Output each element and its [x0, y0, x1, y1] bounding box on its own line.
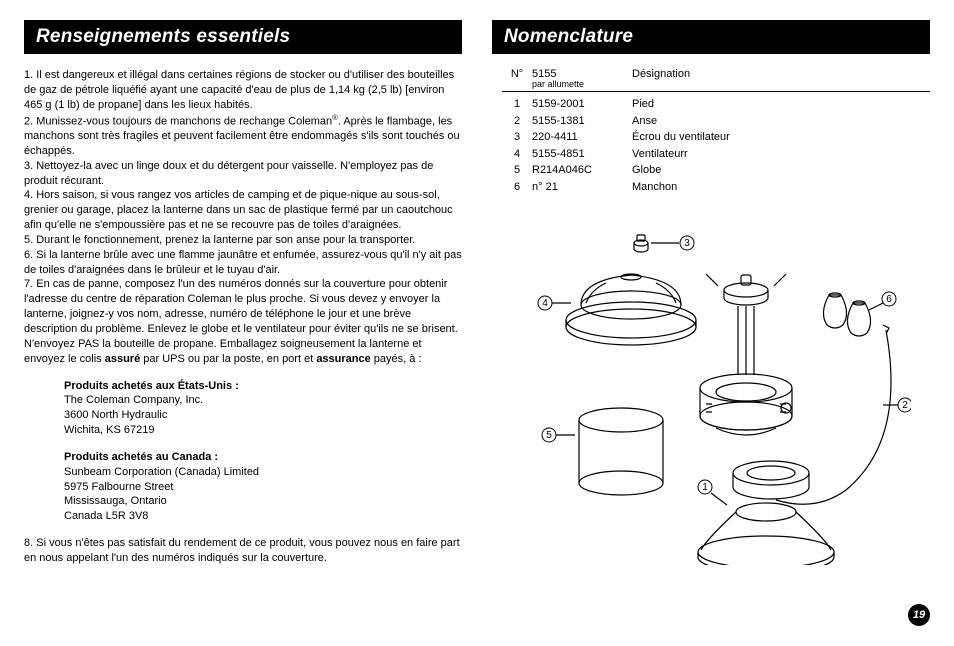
cell-model: 220-4411	[532, 129, 632, 146]
cell-no: 1	[502, 96, 532, 113]
para-4: 4. Hors saison, si vous rangez vos artic…	[24, 188, 462, 233]
table-head: N° 5155 par allumette Désignation	[502, 68, 930, 92]
table-row: 6n° 21Manchon	[502, 179, 930, 196]
page-number-badge: 19	[908, 604, 930, 626]
addr-us-2: 3600 North Hydraulic	[64, 408, 462, 423]
table-row: 15159-2001Pied	[502, 96, 930, 113]
callout-6: 6	[886, 294, 892, 305]
addr-ca-1: Sunbeam Corporation (Canada) Limited	[64, 465, 462, 480]
cell-model: 5159-2001	[532, 96, 632, 113]
para-2: 2. Munissez-vous toujours de manchons de…	[24, 113, 462, 159]
table-body: 15159-2001Pied25155-1381Anse3220-4411Écr…	[502, 96, 930, 195]
page-number: 19	[913, 609, 925, 621]
head-desig: Désignation	[632, 68, 930, 89]
address-ca: Produits achetés au Canada : Sunbeam Cor…	[64, 450, 462, 524]
cell-no: 5	[502, 162, 532, 179]
cell-desig: Pied	[632, 96, 930, 113]
cell-desig: Globe	[632, 162, 930, 179]
table-row: 25155-1381Anse	[502, 113, 930, 130]
table-row: 3220-4411Écrou du ventilateur	[502, 129, 930, 146]
para-6: 6. Si la lanterne brûle avec une flamme …	[24, 248, 462, 278]
right-heading: Nomenclature	[492, 20, 930, 54]
cell-model: n° 21	[532, 179, 632, 196]
table-row: 45155-4851Ventilateurr	[502, 146, 930, 163]
head-model: 5155 par allumette	[532, 68, 632, 89]
diagram-svg: 3 4 5 6 2 1	[511, 225, 911, 565]
right-column: Nomenclature N° 5155 par allumette Désig…	[492, 20, 930, 570]
callout-5: 5	[546, 430, 552, 441]
cell-model: R214A046C	[532, 162, 632, 179]
para-1: 1. Il est dangereux et illégal dans cert…	[24, 68, 462, 113]
para-8: 8. Si vous n'êtes pas satisfait du rende…	[24, 536, 462, 566]
exploded-diagram: 3 4 5 6 2 1	[492, 225, 930, 570]
head-model-sub: par allumette	[532, 80, 632, 89]
callout-3: 3	[684, 238, 690, 249]
parts-table: N° 5155 par allumette Désignation 15159-…	[502, 68, 930, 195]
para-7e: payés, à :	[371, 353, 422, 365]
cell-desig: Anse	[632, 113, 930, 130]
head-no: N°	[502, 68, 532, 89]
cell-no: 3	[502, 129, 532, 146]
address-us: Produits achetés aux États-Unis : The Co…	[64, 379, 462, 438]
callout-2: 2	[902, 400, 908, 411]
addr-ca-2: 5975 Falbourne Street	[64, 480, 462, 495]
cell-model: 5155-1381	[532, 113, 632, 130]
table-row: 5R214A046CGlobe	[502, 162, 930, 179]
addr-us-3: Wichita, KS 67219	[64, 423, 462, 438]
para-5: 5. Durant le fonctionnement, prenez la l…	[24, 233, 462, 248]
cell-model: 5155-4851	[532, 146, 632, 163]
para-3: 3. Nettoyez-la avec un linge doux et du …	[24, 159, 462, 189]
cell-no: 4	[502, 146, 532, 163]
cell-no: 6	[502, 179, 532, 196]
addr-us-1: The Coleman Company, Inc.	[64, 393, 462, 408]
addr-ca-4: Canada L5R 3V8	[64, 509, 462, 524]
para-7c: par UPS ou par la poste, en port et	[140, 353, 316, 365]
callout-1: 1	[702, 482, 708, 493]
para-7-bold1: assuré	[105, 353, 140, 365]
cell-desig: Écrou du ventilateur	[632, 129, 930, 146]
cell-desig: Ventilateurr	[632, 146, 930, 163]
para-2a: 2. Munissez-vous toujours de manchons de…	[24, 115, 332, 127]
addr-ca-head: Produits achetés au Canada :	[64, 450, 462, 465]
para-7: 7. En cas de panne, composez l'un des nu…	[24, 277, 462, 366]
addr-ca-3: Mississauga, Ontario	[64, 494, 462, 509]
left-column: Renseignements essentiels 1. Il est dang…	[24, 20, 462, 570]
addr-us-head: Produits achetés aux États-Unis :	[64, 379, 462, 394]
para-7-bold2: assurance	[316, 353, 370, 365]
callout-4: 4	[542, 298, 548, 309]
cell-desig: Manchon	[632, 179, 930, 196]
left-heading: Renseignements essentiels	[24, 20, 462, 54]
left-body: 1. Il est dangereux et illégal dans cert…	[24, 68, 462, 566]
cell-no: 2	[502, 113, 532, 130]
